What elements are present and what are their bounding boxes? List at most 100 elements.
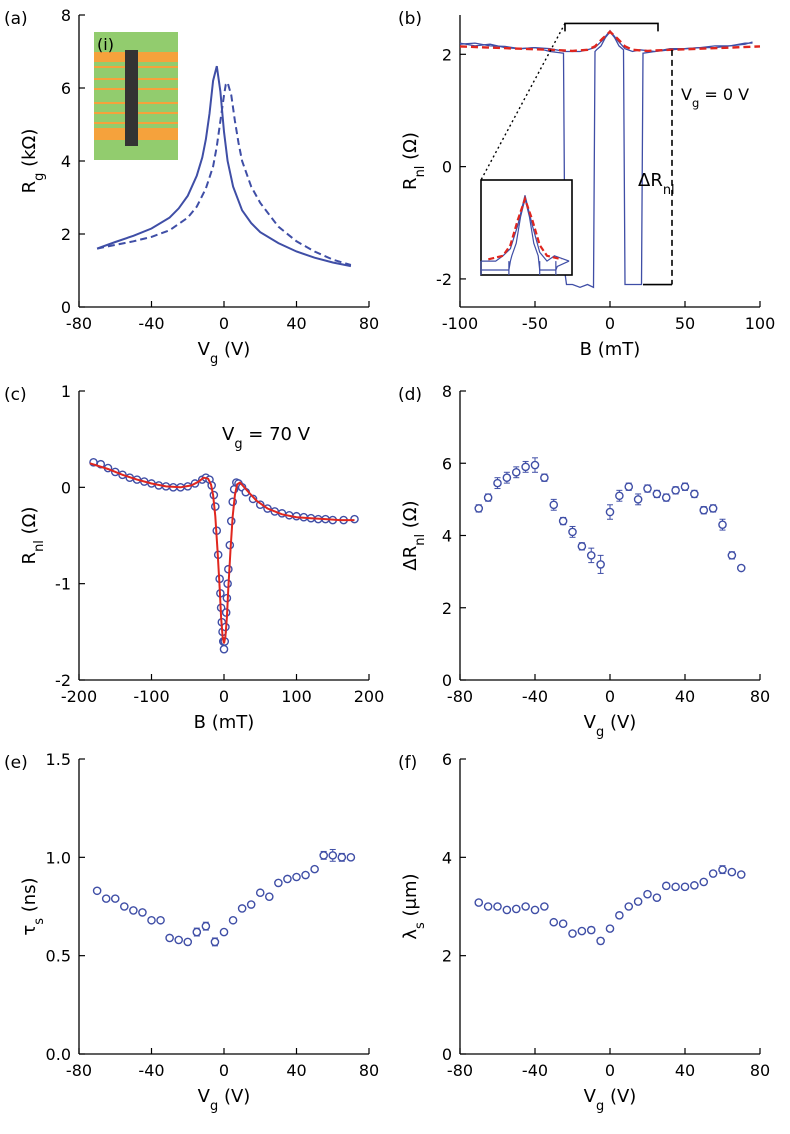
annotation-delta-rnl: ΔRnl: [638, 170, 675, 198]
data-point: [483, 902, 493, 911]
x-tick-label: 50: [675, 314, 695, 333]
y-tick-label: 1.5: [46, 750, 71, 769]
data-point: [328, 851, 338, 860]
data-point: [540, 473, 549, 483]
data-point: [680, 882, 690, 892]
data-point: [283, 874, 292, 884]
data-point: [292, 872, 301, 882]
data-point: [210, 937, 220, 947]
data-point: [549, 917, 559, 927]
fit-curve: [89, 462, 355, 644]
y-tick-label: 2: [442, 599, 452, 618]
inset-sweep-down: [481, 195, 570, 262]
data-point: [521, 462, 530, 472]
data-point: [568, 527, 577, 537]
data-point: [586, 925, 596, 935]
panel-a: (a) -80 -40 0 40 80 0 2 4 6 8 Vg (V) Rg (kΩ) (i): [4, 6, 379, 367]
data-point: [521, 902, 530, 911]
panel-d: (d) -80 -40 0 40 80 0 2 4 6 8 Vg (V) ΔRnl (Ω): [398, 382, 770, 740]
data-point: [605, 507, 615, 517]
data-point: [671, 486, 680, 495]
data-point: [596, 936, 605, 946]
x-tick-label: 200: [354, 687, 385, 706]
data-point: [110, 894, 120, 903]
data-point: [201, 921, 211, 931]
data-point: [530, 460, 540, 470]
zoom-bracket: [564, 22, 659, 32]
data-point: [219, 644, 229, 654]
y-tick-label: 0: [61, 298, 71, 317]
data-point: [736, 563, 746, 573]
data-point: [156, 915, 165, 925]
y-tick-label: 8: [442, 382, 452, 401]
data-point: [558, 919, 568, 929]
panel-label: (f): [398, 753, 417, 773]
data-point: [530, 905, 540, 915]
x-tick-label: -40: [522, 1061, 548, 1080]
panel-f: (f) -80 -40 0 40 80 0 2 4 6 Vg (V) λs (μm): [398, 750, 770, 1114]
annotation-vg: Vg = 0 V: [681, 85, 749, 110]
data-point: [633, 897, 643, 906]
data-point: [301, 870, 310, 880]
x-tick-label: 80: [359, 1061, 379, 1080]
x-tick-label: -80: [66, 1061, 92, 1080]
y-tick-label: 4: [61, 152, 71, 171]
y-tick-label: 6: [61, 79, 71, 98]
data-point: [652, 489, 662, 499]
x-tick-label: -80: [447, 687, 473, 706]
x-tick-label: -100: [442, 314, 478, 333]
data-point: [274, 878, 283, 888]
y-tick-label: 0.0: [46, 1045, 71, 1064]
x-tick-label: -80: [447, 1061, 473, 1080]
x-tick-label: 100: [281, 687, 312, 706]
data-point: [337, 853, 347, 862]
data-point: [736, 870, 746, 879]
y-tick-label: -1: [55, 575, 71, 594]
data-point: [680, 482, 690, 492]
x-tick-label: 40: [675, 1061, 695, 1080]
data-point: [586, 551, 596, 560]
data-point: [248, 494, 258, 504]
series-fit: [459, 30, 761, 53]
data-point: [708, 869, 718, 878]
data-point: [568, 929, 577, 938]
data-point: [474, 898, 484, 907]
data-point: [671, 882, 680, 892]
x-tick-label: -50: [522, 314, 548, 333]
y-tick-label: -2: [436, 270, 452, 289]
data-point: [577, 926, 587, 936]
x-tick-label: -200: [61, 687, 97, 706]
data-point: [690, 489, 699, 499]
x-tick-label: 80: [750, 1061, 770, 1080]
x-tick-label: 80: [359, 314, 379, 333]
data-point: [101, 894, 111, 903]
x-tick-label: -40: [138, 314, 164, 333]
inset-zoom: [480, 179, 573, 276]
data-point: [511, 904, 521, 914]
x-tick-label: 0: [219, 1061, 229, 1080]
y-tick-label: 4: [442, 848, 452, 867]
data-point: [511, 467, 521, 477]
panel-label: (d): [398, 385, 422, 405]
data-point: [549, 500, 559, 510]
y-tick-label: 0: [442, 1045, 452, 1064]
y-tick-label: 0: [442, 158, 452, 177]
x-axis-label: Vg (V): [198, 1086, 251, 1114]
data-point: [699, 505, 709, 515]
data-point: [265, 892, 274, 901]
y-tick-label: 2: [61, 225, 71, 244]
x-axis-label: B (mT): [194, 712, 255, 733]
data-point: [483, 493, 493, 502]
panel-b: (b) -100 -50 0 50 100 -2 0 2 B (mT) Rnl (Ω) Vg = 0 …: [398, 9, 775, 360]
data-point: [319, 851, 328, 860]
data-point: [502, 473, 512, 483]
inset-device: (i): [94, 32, 178, 160]
inset-graphene-bar: [125, 50, 138, 146]
data-point: [558, 516, 568, 526]
data-point: [310, 864, 319, 874]
data-point: [643, 484, 652, 493]
data-point: [493, 478, 502, 488]
data-point: [708, 504, 718, 513]
data-point: [246, 900, 256, 909]
